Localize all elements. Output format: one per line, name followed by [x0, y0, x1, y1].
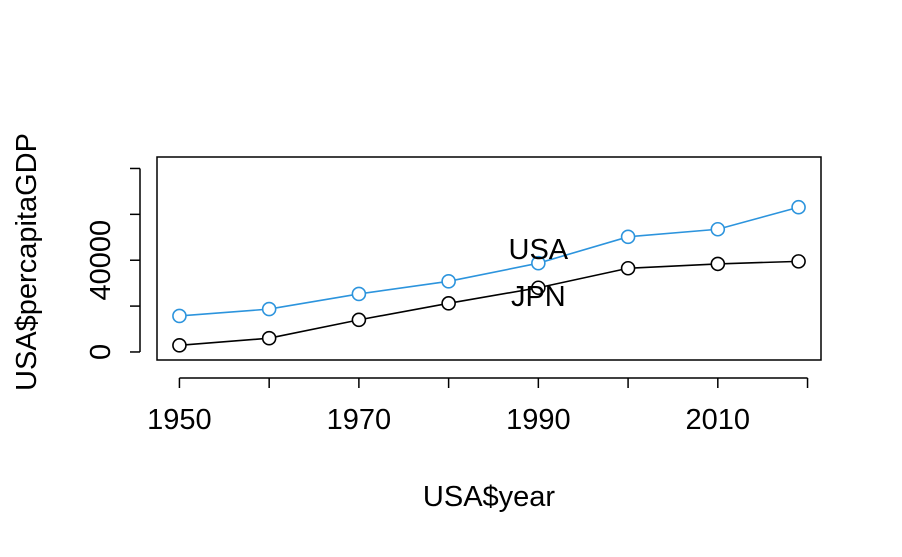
data-point — [620, 229, 636, 245]
series-jpn — [172, 254, 806, 353]
data-point — [531, 255, 546, 271]
data-point — [710, 221, 726, 237]
x-axis: 1950 1970 1990 2010 — [147, 377, 809, 436]
y-axis-title: USA$percapitaGDP — [11, 133, 43, 391]
x-tick-label: 1990 — [506, 404, 571, 436]
data-point — [710, 256, 726, 272]
data-point — [791, 254, 806, 269]
plot-box — [156, 156, 822, 361]
data-point — [441, 296, 456, 311]
data-point — [261, 301, 277, 317]
x-axis-title: USA$year — [423, 481, 556, 513]
data-point — [351, 312, 367, 328]
series-annotation: JPN — [511, 281, 566, 313]
x-tick-label: 2010 — [686, 404, 751, 436]
data-point — [441, 274, 456, 289]
data-point — [531, 280, 546, 296]
data-point — [620, 260, 636, 276]
data-point — [172, 338, 187, 353]
data-point — [261, 330, 277, 346]
series-line — [179, 206, 799, 317]
series-annotation: USA — [509, 234, 569, 266]
series-layer — [172, 199, 806, 353]
x-tick-label: 1950 — [147, 404, 212, 436]
data-point — [791, 199, 806, 215]
y-tick-label: 40000 — [85, 220, 117, 301]
y-axis: 0 40000 — [85, 167, 141, 360]
x-tick-label: 1970 — [327, 404, 392, 436]
y-tick-label: 0 — [85, 344, 117, 360]
data-point — [351, 286, 367, 302]
series-usa — [172, 199, 806, 324]
series-line — [179, 260, 799, 347]
data-point — [172, 308, 187, 324]
annotation-layer: USA JPN — [509, 234, 569, 313]
